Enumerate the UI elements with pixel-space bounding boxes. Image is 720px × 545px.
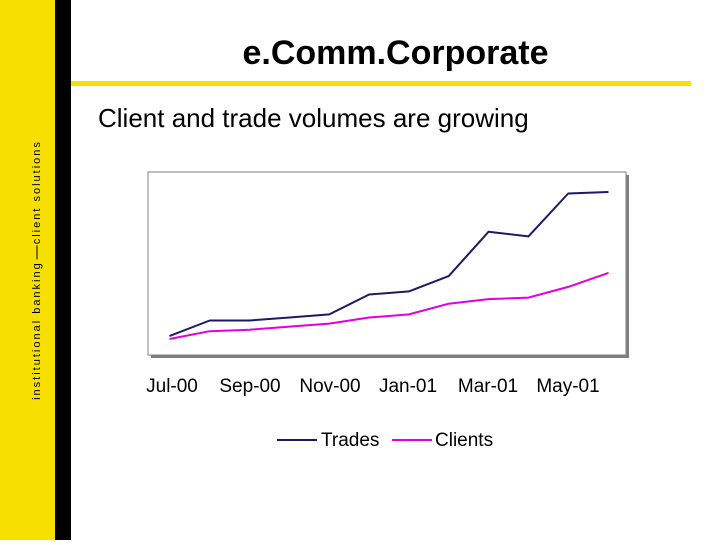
legend-label-clients: Clients xyxy=(435,430,493,451)
data-point-trades xyxy=(567,192,569,195)
data-point-trades xyxy=(288,316,291,319)
data-point-clients xyxy=(527,296,530,299)
series-line-clients xyxy=(169,272,609,340)
x-tick-label: Sep-00 xyxy=(219,376,280,397)
data-point-trades xyxy=(209,319,211,322)
slide-title: e.Comm.Corporate xyxy=(242,34,549,72)
plot-area xyxy=(147,171,627,356)
data-point-trades xyxy=(169,335,171,337)
data-point-trades xyxy=(487,230,490,233)
data-point-clients xyxy=(209,330,211,333)
sidebar-dark-band xyxy=(55,0,71,540)
x-tick-label: Jan-01 xyxy=(379,376,437,397)
data-point-trades xyxy=(607,191,609,193)
data-point-trades xyxy=(408,290,410,293)
x-tick-label: Jul-00 xyxy=(146,376,198,397)
data-point-clients xyxy=(328,322,331,325)
data-point-clients xyxy=(447,302,450,305)
slide-subtitle: Client and trade volumes are growing xyxy=(98,103,529,133)
data-point-clients xyxy=(487,298,490,300)
data-point-trades xyxy=(447,275,450,277)
data-point-clients xyxy=(169,338,171,340)
sidebar-accent-band xyxy=(0,0,55,540)
legend-label-trades: Trades xyxy=(321,430,379,451)
data-point-clients xyxy=(368,316,370,319)
series-line-trades xyxy=(169,191,609,337)
title-underline xyxy=(71,81,691,86)
x-tick-label: May-01 xyxy=(536,376,599,397)
data-point-clients xyxy=(248,328,251,331)
data-point-clients xyxy=(408,313,410,316)
x-tick-label: Nov-00 xyxy=(299,376,360,397)
data-point-clients xyxy=(288,325,291,328)
x-tick-label: Mar-01 xyxy=(458,376,518,397)
data-point-trades xyxy=(368,293,370,296)
data-point-clients xyxy=(607,272,609,274)
data-point-clients xyxy=(567,286,569,288)
data-point-trades xyxy=(527,235,530,238)
data-point-trades xyxy=(328,313,331,316)
data-point-trades xyxy=(248,319,251,322)
